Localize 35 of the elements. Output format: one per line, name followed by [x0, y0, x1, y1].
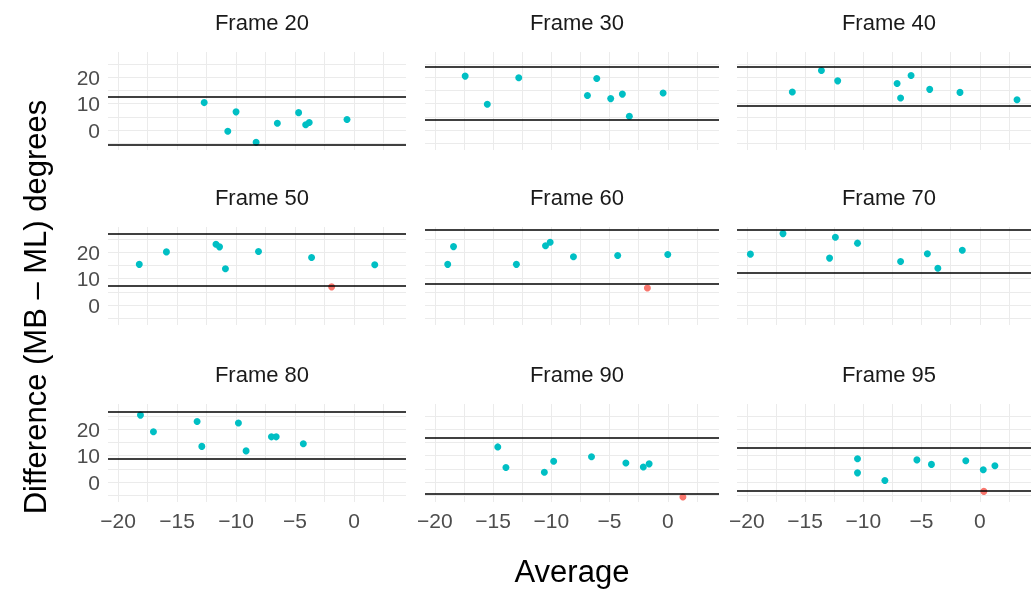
- x-tick-label: −5: [909, 509, 934, 532]
- y-tick-label: 10: [76, 267, 100, 291]
- x-tick-label: −20: [100, 509, 136, 532]
- x-tick-label: −15: [787, 509, 823, 532]
- x-tick-label: −20: [729, 509, 765, 532]
- x-tick-label: 0: [973, 509, 986, 532]
- y-tick-label: 20: [76, 240, 100, 264]
- y-tick-label: 10: [76, 444, 100, 468]
- y-axis-title: Difference (MB – ML) degrees: [17, 99, 54, 515]
- x-axis-title: Average: [514, 554, 630, 590]
- x-tick-label: 0: [348, 509, 360, 532]
- x-tick-label: 0: [661, 509, 674, 532]
- y-tick-label: 0: [88, 118, 100, 142]
- x-tick-label: −5: [597, 509, 622, 532]
- x-tick-label: −10: [845, 509, 882, 532]
- chart-title: Frame 30: [529, 9, 625, 35]
- x-tick-label: −15: [159, 509, 195, 532]
- chart-title: Frame 80: [214, 361, 310, 387]
- x-tick-label: −5: [283, 509, 308, 532]
- y-tick-label: 20: [76, 417, 100, 441]
- chart-title: Frame 50: [214, 184, 310, 210]
- chart-title: Frame 60: [529, 184, 625, 210]
- chart-title: Frame 20: [214, 9, 310, 35]
- y-tick-label: 10: [76, 92, 100, 116]
- y-tick-label: 20: [76, 65, 100, 89]
- y-tick-label: 0: [88, 293, 100, 317]
- chart-title: Frame 95: [841, 361, 937, 387]
- x-tick-label: −10: [533, 509, 570, 532]
- chart-title: Frame 90: [529, 361, 625, 387]
- x-tick-label: −20: [417, 509, 453, 532]
- y-tick-label: 0: [88, 470, 100, 494]
- chart-title: Frame 40: [841, 9, 937, 35]
- chart-title: Frame 70: [841, 184, 937, 210]
- x-tick-label: −10: [218, 509, 254, 532]
- x-tick-label: −15: [475, 509, 511, 532]
